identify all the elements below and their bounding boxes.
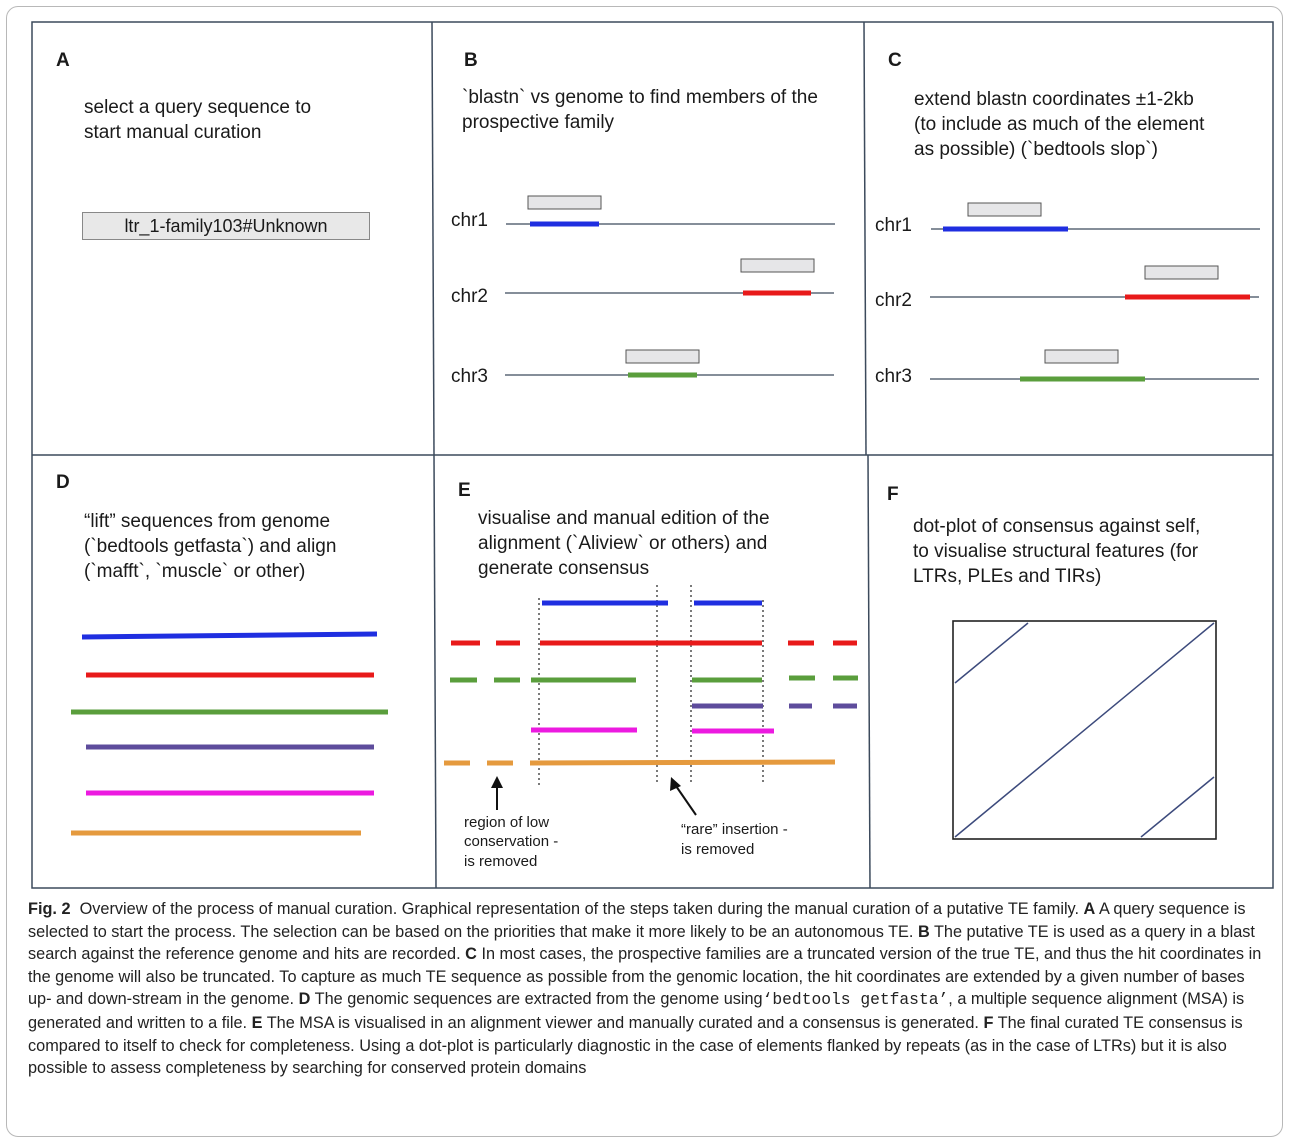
panel-a-description: select a query sequence to start manual … <box>84 95 311 145</box>
query-sequence-box: ltr_1-family103#Unknown <box>82 212 370 240</box>
caption-label: Fig. 2 <box>28 900 71 918</box>
caption-a-letter: A <box>1083 900 1096 918</box>
panel-e-line: visualise and manual edition of the <box>478 508 770 529</box>
panel-b-letter: B <box>464 50 478 71</box>
caption-e-letter: E <box>251 1013 263 1032</box>
caption-d-letter: D <box>298 990 311 1009</box>
panel-a-line: select a query sequence to <box>84 97 312 118</box>
panel-c-line: (to include as much of the element <box>914 114 1205 135</box>
figure-caption: Fig. 2 Overview of the process of manual… <box>28 898 1268 1080</box>
caption-b-letter: B <box>917 922 930 941</box>
caption-f-text: The final curated TE consensus is compar… <box>28 1013 1243 1078</box>
panel-b-line: `blastn` vs genome to find members of th… <box>462 87 818 108</box>
caption-f-letter: F <box>983 1013 994 1032</box>
panel-d-letter: D <box>56 472 70 493</box>
panel-f-line: dot-plot of consensus against self, <box>913 516 1201 537</box>
panel-d-line: (`bedtools getfasta`) and align <box>84 536 337 557</box>
caption-d-text: The genomic sequences are extracted from… <box>314 990 763 1009</box>
caption-c-letter: C <box>465 945 477 964</box>
panel-grid-divider-v1-top <box>431 21 435 456</box>
figure-frame <box>6 6 1283 1137</box>
panel-e-line: alignment (`Aliview` or others) and <box>478 533 768 554</box>
panel-b-description: `blastn` vs genome to find members of th… <box>462 85 818 135</box>
panel-d-line: “lift” sequences from genome <box>84 511 331 532</box>
panel-c-line: extend blastn coordinates ±1-2kb <box>914 89 1194 110</box>
panel-e-description: visualise and manual edition of the alig… <box>478 506 770 581</box>
caption-a-text: A query sequence is selected to start th… <box>28 900 1246 941</box>
panel-grid-divider-v2-top <box>863 21 867 456</box>
panel-b-line: prospective family <box>462 112 615 133</box>
panel-f-letter: F <box>887 484 899 505</box>
panel-grid-divider-v2-bottom <box>867 454 871 889</box>
panel-a-letter: A <box>56 50 70 71</box>
caption-b-text: The putative TE is used as a query in a … <box>28 922 1255 964</box>
panel-f-description: dot-plot of consensus against self, to v… <box>913 514 1200 589</box>
panel-a-line: start manual curation <box>84 122 262 143</box>
panel-c-line: as possible) (`bedtools slop`) <box>914 139 1158 160</box>
caption-d-text: , a multiple sequence alignment (MSA) is… <box>28 990 1245 1032</box>
panel-c-letter: C <box>888 50 902 71</box>
caption-title: Overview of the process of manual curati… <box>79 900 1080 918</box>
caption-c-text: In most cases, the prospective families … <box>28 945 1262 1009</box>
caption-d-code: ‘bedtools getfasta’ <box>762 990 949 1010</box>
caption-e-text: The MSA is visualised in an alignment vi… <box>266 1013 979 1032</box>
panel-f-line: to visualise structural features (for <box>913 541 1199 562</box>
panel-f-line: LTRs, PLEs and TIRs) <box>913 566 1102 587</box>
panel-d-line: (`mafft`, `muscle` or other) <box>84 561 306 582</box>
panel-e-line: generate consensus <box>478 558 650 579</box>
panel-d-description: “lift” sequences from genome (`bedtools … <box>84 509 336 584</box>
panel-e-letter: E <box>458 480 471 501</box>
panel-c-description: extend blastn coordinates ±1-2kb (to inc… <box>914 87 1204 162</box>
panel-grid-divider-v1-bottom <box>433 454 437 889</box>
